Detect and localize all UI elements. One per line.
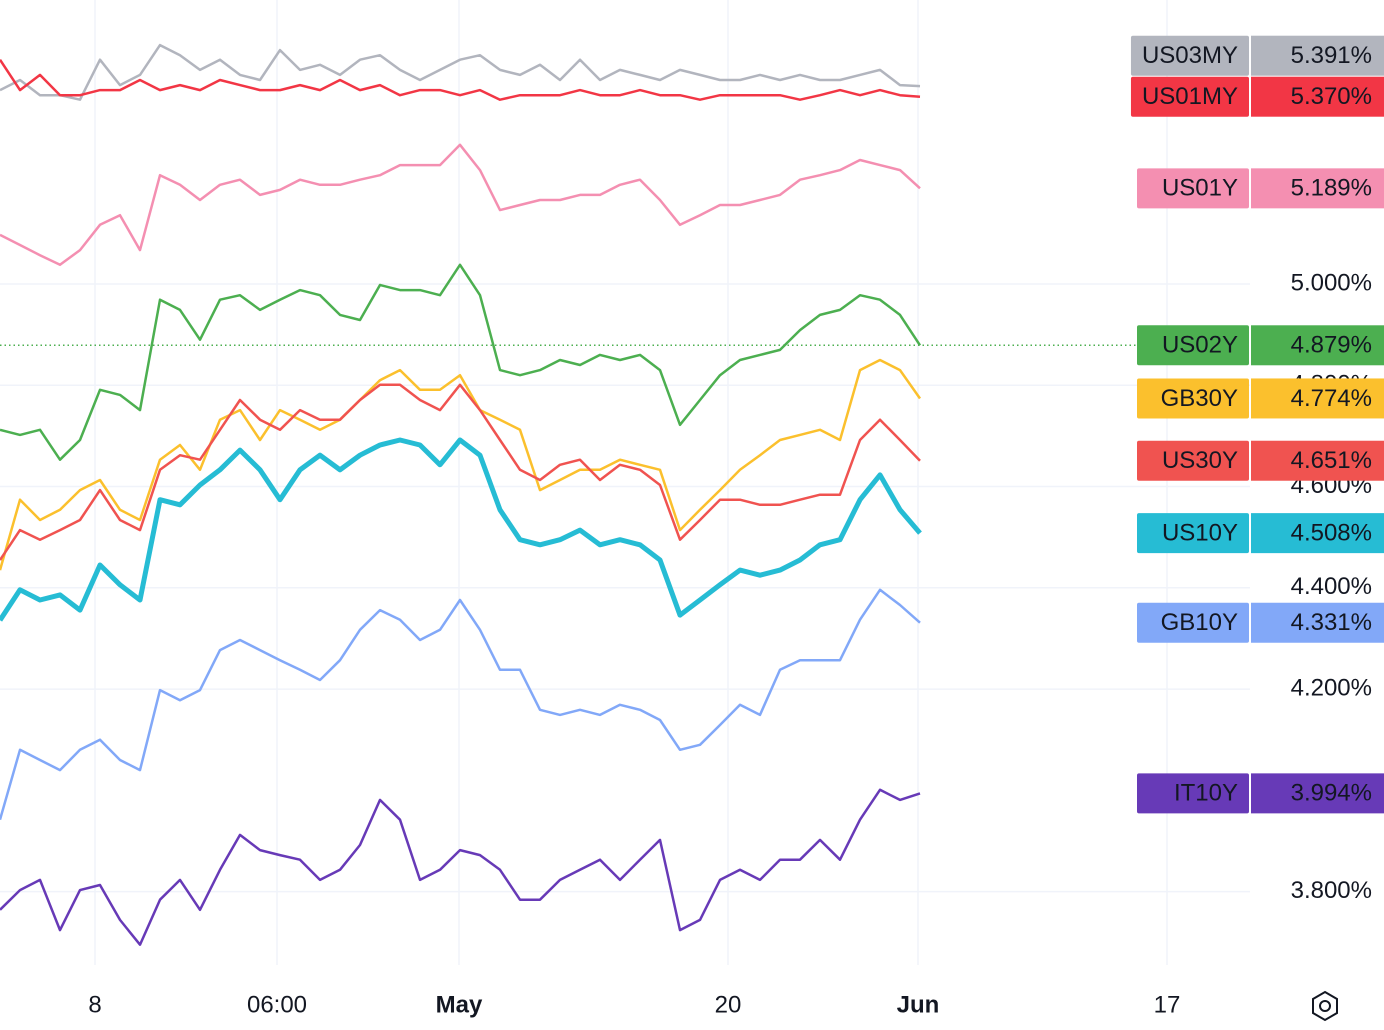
- series-name: GB30Y: [1161, 385, 1238, 412]
- series-line: [0, 588, 921, 821]
- series-label: US03MY 5.391%: [1130, 35, 1384, 76]
- series-label: US10Y 4.508%: [1137, 513, 1384, 554]
- series-labels: US03MY 5.391% US01MY 5.370% US01Y 5.189% US02Y…: [1130, 35, 1384, 814]
- series-label: IT10Y 3.994%: [1137, 773, 1384, 814]
- series-value-box: [1251, 76, 1384, 117]
- series-name: GB10Y: [1161, 609, 1238, 636]
- series-value-box: [1251, 602, 1384, 643]
- x-tick-label: 20: [715, 991, 742, 1018]
- series-line: [0, 59, 921, 101]
- series-name: US03MY: [1142, 42, 1238, 69]
- series-name-box: [1137, 513, 1249, 554]
- series-label: GB30Y 4.774%: [1137, 378, 1384, 419]
- series-label: US01Y 5.189%: [1137, 168, 1384, 209]
- series-line: [0, 358, 922, 571]
- series-name: US10Y: [1162, 519, 1238, 546]
- series-name-box: [1137, 325, 1249, 366]
- settings-icon[interactable]: [1312, 990, 1338, 1022]
- y-tick-label: 3.800%: [1291, 877, 1372, 904]
- series-line: [0, 383, 921, 561]
- series-lines: [0, 43, 1250, 946]
- series-name: US01MY: [1142, 83, 1238, 110]
- series-name-box: [1137, 440, 1249, 481]
- series-label: US30Y 4.651%: [1137, 440, 1384, 481]
- series-name-box: [1130, 35, 1249, 76]
- series-name: US01Y: [1162, 175, 1238, 202]
- series-value-label: 5.370%: [1291, 83, 1372, 110]
- x-tick-label: May: [436, 991, 483, 1018]
- series-value-box: [1251, 325, 1384, 366]
- series-line: [0, 263, 922, 461]
- series-line: [0, 437, 922, 622]
- series-value-box: [1251, 513, 1384, 554]
- x-tick-label: 17: [1154, 991, 1181, 1018]
- series-label: GB10Y 4.331%: [1137, 602, 1384, 643]
- series-name: US30Y: [1162, 447, 1238, 474]
- series-value-box: [1251, 773, 1384, 814]
- y-tick-label: 4.200%: [1291, 674, 1372, 701]
- series-value-label: 5.391%: [1291, 42, 1372, 69]
- x-tick-label: Jun: [897, 991, 940, 1018]
- series-name-box: [1137, 168, 1249, 209]
- series-name: IT10Y: [1174, 780, 1238, 807]
- series-value-label: 4.331%: [1291, 609, 1372, 636]
- y-tick-label: 4.400%: [1291, 573, 1372, 600]
- series-value-label: 5.189%: [1291, 175, 1372, 202]
- series-value-box: [1251, 440, 1384, 481]
- series-label: US01MY 5.370%: [1130, 76, 1384, 117]
- series-value-box: [1251, 35, 1384, 76]
- y-tick-label: 5.000%: [1291, 269, 1372, 296]
- series-value-label: 3.994%: [1291, 780, 1372, 807]
- series-name-box: [1137, 773, 1249, 814]
- series-name-box: [1137, 378, 1249, 419]
- settings-button[interactable]: [1312, 990, 1338, 1022]
- series-value-box: [1251, 168, 1384, 209]
- settings-icon-center: [1319, 1000, 1331, 1012]
- series-value-box: [1251, 378, 1384, 419]
- grid: [0, 0, 1250, 965]
- series-value-label: 4.508%: [1291, 519, 1372, 546]
- series-line: [0, 43, 921, 101]
- series-line: [0, 788, 921, 946]
- series-value-label: 4.879%: [1291, 332, 1372, 359]
- x-tick-label: 8: [88, 991, 101, 1018]
- series-name: US02Y: [1162, 332, 1238, 359]
- series-label: US02Y 4.879%: [1137, 325, 1384, 366]
- series-name-box: [1130, 76, 1249, 117]
- series-value-label: 4.774%: [1291, 385, 1372, 412]
- series-line: [0, 143, 921, 267]
- x-tick-label: 06:00: [247, 991, 307, 1018]
- series-value-label: 4.651%: [1291, 447, 1372, 474]
- series-name-box: [1137, 602, 1249, 643]
